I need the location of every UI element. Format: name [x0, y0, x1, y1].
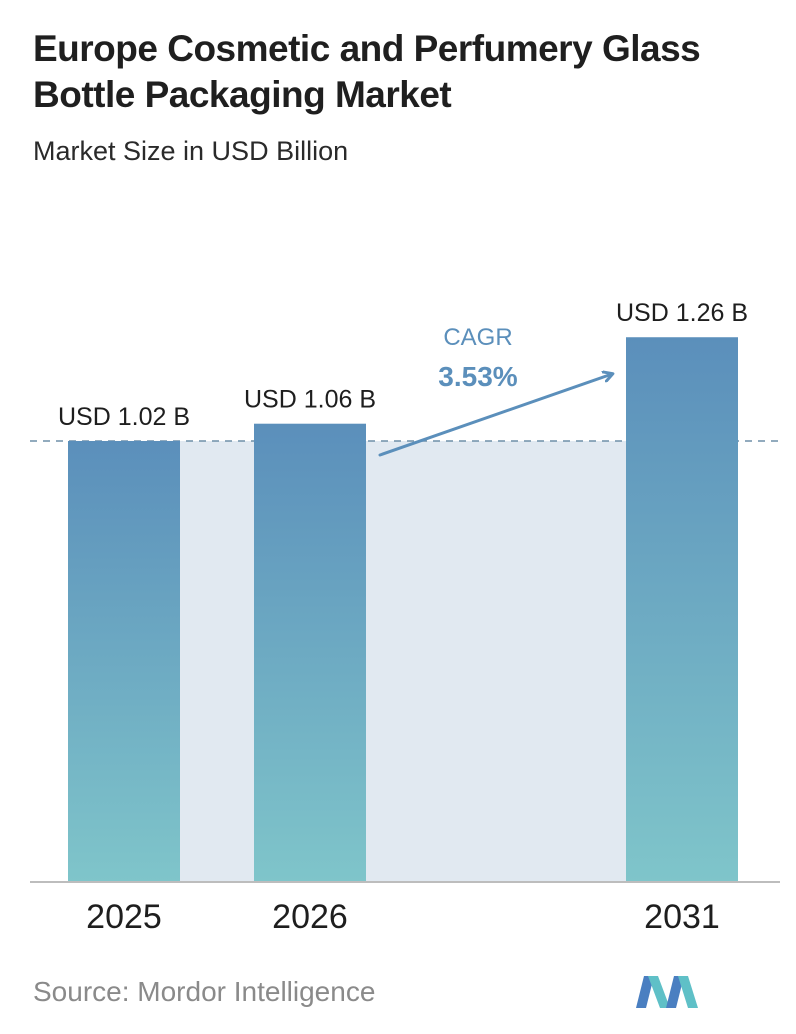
- value-label-2031: USD 1.26 B: [616, 299, 748, 327]
- value-labels-group: USD 1.02 B USD 1.06 B USD 1.26 B: [58, 299, 748, 431]
- bars-group: [68, 337, 738, 882]
- chart-subtitle: Market Size in USD Billion: [33, 136, 349, 166]
- x-tick-2026: 2026: [272, 898, 348, 936]
- value-label-2026: USD 1.06 B: [244, 386, 376, 414]
- band-2: [366, 441, 626, 882]
- bar-2031: [626, 337, 738, 882]
- x-tick-labels-group: 2025 2026 2031: [86, 898, 720, 936]
- x-tick-2025: 2025: [86, 898, 162, 936]
- cagr-arrow: [378, 374, 612, 457]
- cagr-label: CAGR: [443, 324, 512, 351]
- x-tick-2031: 2031: [644, 898, 720, 936]
- cagr-value: 3.53%: [438, 361, 517, 392]
- chart-title: Europe Cosmetic and Perfumery Glass Bott…: [33, 28, 701, 115]
- source-credit: Source: Mordor Intelligence: [33, 976, 376, 1007]
- mordor-intelligence-logo: [636, 976, 698, 1008]
- band-1: [180, 441, 254, 882]
- bar-2026: [254, 423, 366, 882]
- cagr-annotation: CAGR 3.53%: [378, 324, 612, 457]
- bar-2025: [68, 441, 180, 882]
- value-label-2025: USD 1.02 B: [58, 403, 190, 431]
- background-bands: [180, 441, 626, 882]
